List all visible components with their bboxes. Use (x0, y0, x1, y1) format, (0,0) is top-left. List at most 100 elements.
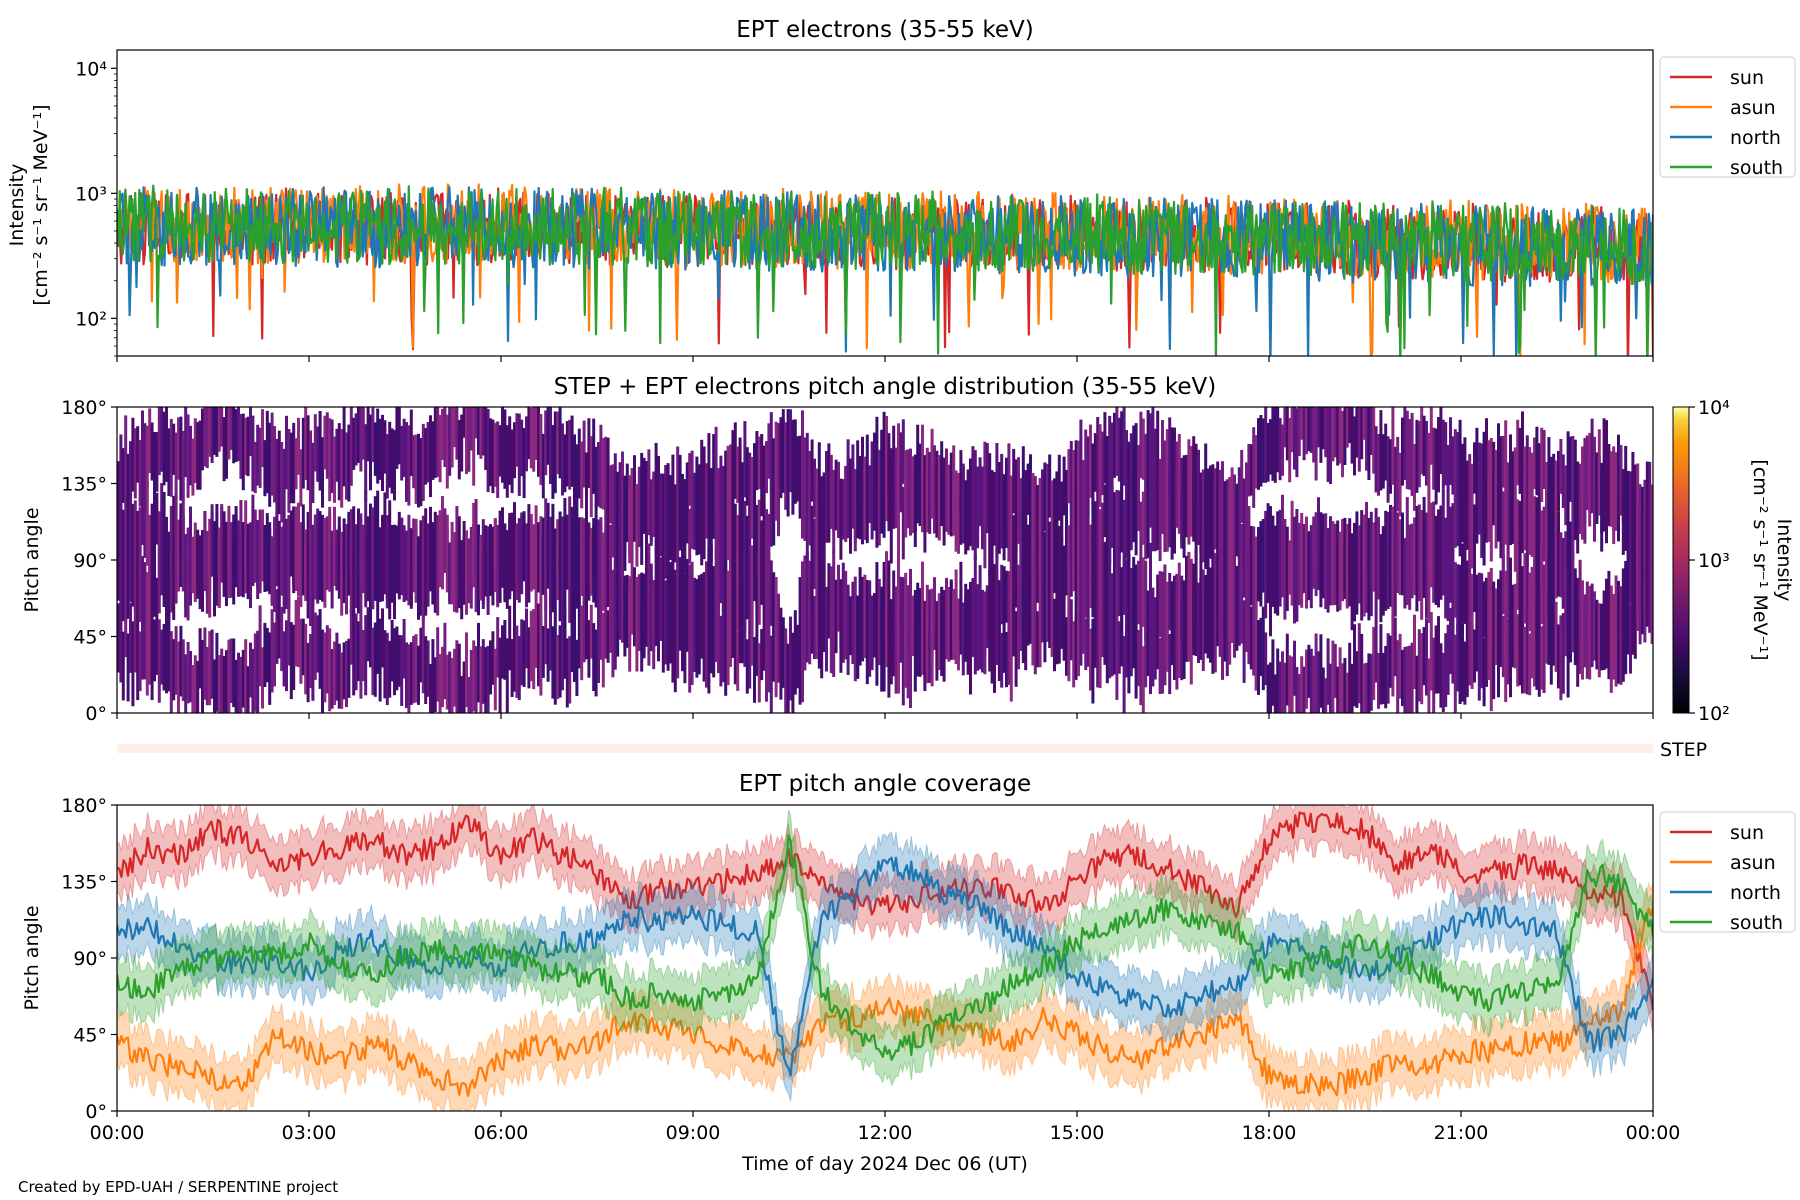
heatmap-cell (1158, 571, 1162, 637)
heatmap-cell (1149, 413, 1152, 476)
heatmap-cell (1480, 482, 1484, 558)
heatmap-cell (714, 481, 718, 560)
heatmap-cell (1533, 556, 1536, 639)
heatmap-cell (1525, 554, 1529, 614)
heatmap-cell (717, 534, 720, 618)
heatmap-cell (1077, 554, 1080, 633)
heatmap-cell (906, 585, 910, 666)
heatmap-cell (1475, 574, 1479, 654)
heatmap-cell (462, 407, 466, 438)
heatmap-cell (246, 533, 250, 600)
heatmap-cell (1024, 547, 1028, 612)
heatmap-cell (145, 571, 149, 644)
heatmap-cell (309, 634, 312, 689)
heatmap-cell (577, 602, 581, 669)
heatmap-cell (659, 557, 663, 641)
heatmap-cell (131, 545, 135, 607)
heatmap-cell (738, 545, 742, 620)
heatmap-cell (1036, 611, 1040, 668)
heatmap-cell (990, 570, 994, 652)
heatmap-cell (385, 554, 389, 609)
heatmap-cell (606, 526, 610, 607)
heatmap-cell (1504, 462, 1508, 545)
heatmap-cell (532, 407, 536, 472)
heatmap-cell (426, 640, 430, 697)
heatmap-cell (997, 615, 1001, 682)
heatmap-cell (1257, 620, 1260, 695)
heatmap-cell (743, 550, 747, 629)
heatmap-cell (765, 566, 768, 625)
heatmap-cell (1408, 419, 1412, 490)
heatmap-cell (976, 593, 980, 671)
heatmap-cell (1593, 485, 1596, 542)
heatmap-cell (1643, 511, 1647, 574)
heatmap-cell (371, 507, 375, 560)
heatmap-cell (815, 501, 819, 571)
heatmap-cell (153, 508, 156, 586)
heatmap-cell (155, 623, 159, 675)
heatmap-cell (1247, 606, 1251, 665)
heatmap-cell (863, 466, 867, 540)
heatmap-cell (1355, 651, 1359, 708)
heatmap-cell (1617, 580, 1620, 632)
heatmap-cell (227, 407, 231, 460)
heatmap-cell (563, 434, 567, 493)
heatmap-cell (249, 407, 252, 457)
heatmap-cell (882, 411, 886, 491)
heatmap-cell (301, 417, 305, 489)
heatmap-cell (647, 543, 651, 612)
heatmap-cell (714, 548, 718, 618)
heatmap-cell (611, 569, 615, 621)
heatmap-cell (899, 606, 903, 663)
heatmap-cell (1624, 495, 1628, 551)
heatmap-cell (1365, 501, 1368, 563)
heatmap-cell (1564, 588, 1568, 657)
heatmap-cell (664, 465, 668, 527)
heatmap-cell (1278, 536, 1282, 607)
heatmap-cell (215, 529, 219, 606)
heatmap-cell (450, 657, 454, 713)
heatmap-cell (148, 514, 152, 574)
heatmap-cell (901, 577, 905, 651)
heatmap-cell (1528, 572, 1532, 632)
heatmap-cell (1057, 588, 1061, 664)
heatmap-cell (1629, 538, 1632, 605)
heatmap-cell (589, 528, 593, 596)
heatmap-cell (378, 527, 382, 602)
heatmap-cell (181, 430, 185, 492)
heatmap-cell (767, 553, 771, 634)
x-tick-label: 21:00 (1434, 1122, 1489, 1144)
heatmap-cell (1341, 663, 1344, 713)
heatmap-cell (1540, 626, 1544, 690)
heatmap-cell (1168, 634, 1172, 695)
heatmap-cell (1497, 617, 1500, 698)
heatmap-cell (700, 439, 704, 502)
heatmap-cell (1089, 524, 1092, 580)
heatmap-cell (1609, 451, 1613, 515)
heatmap-cell (621, 451, 624, 509)
heatmap-cell (1161, 625, 1164, 694)
heatmap-cell (647, 596, 651, 666)
panel2-yaxis: 0°45°90°135°180° (61, 397, 117, 725)
heatmap-cell (1098, 573, 1102, 645)
heatmap-cell (1065, 469, 1068, 550)
heatmap-cell (1113, 614, 1116, 675)
heatmap-cell (1173, 427, 1176, 510)
heatmap-cell (501, 407, 504, 483)
heatmap-cell (1098, 509, 1102, 583)
heatmap-cell (309, 548, 312, 626)
heatmap-cell (565, 421, 569, 487)
heatmap-cell (853, 608, 857, 682)
heatmap-cell (1489, 438, 1493, 518)
heatmap-cell (1564, 465, 1568, 526)
heatmap-cell (1617, 629, 1620, 684)
heatmap-cell (1225, 610, 1229, 677)
heatmap-cell (743, 603, 747, 667)
heatmap-cell (467, 538, 471, 595)
heatmap-cell (731, 489, 735, 555)
heatmap-cell (1583, 604, 1587, 668)
heatmap-cell (453, 407, 456, 448)
heatmap-cell (1528, 633, 1532, 696)
heatmap-cell (1074, 546, 1078, 626)
heatmap-cell (145, 425, 149, 488)
